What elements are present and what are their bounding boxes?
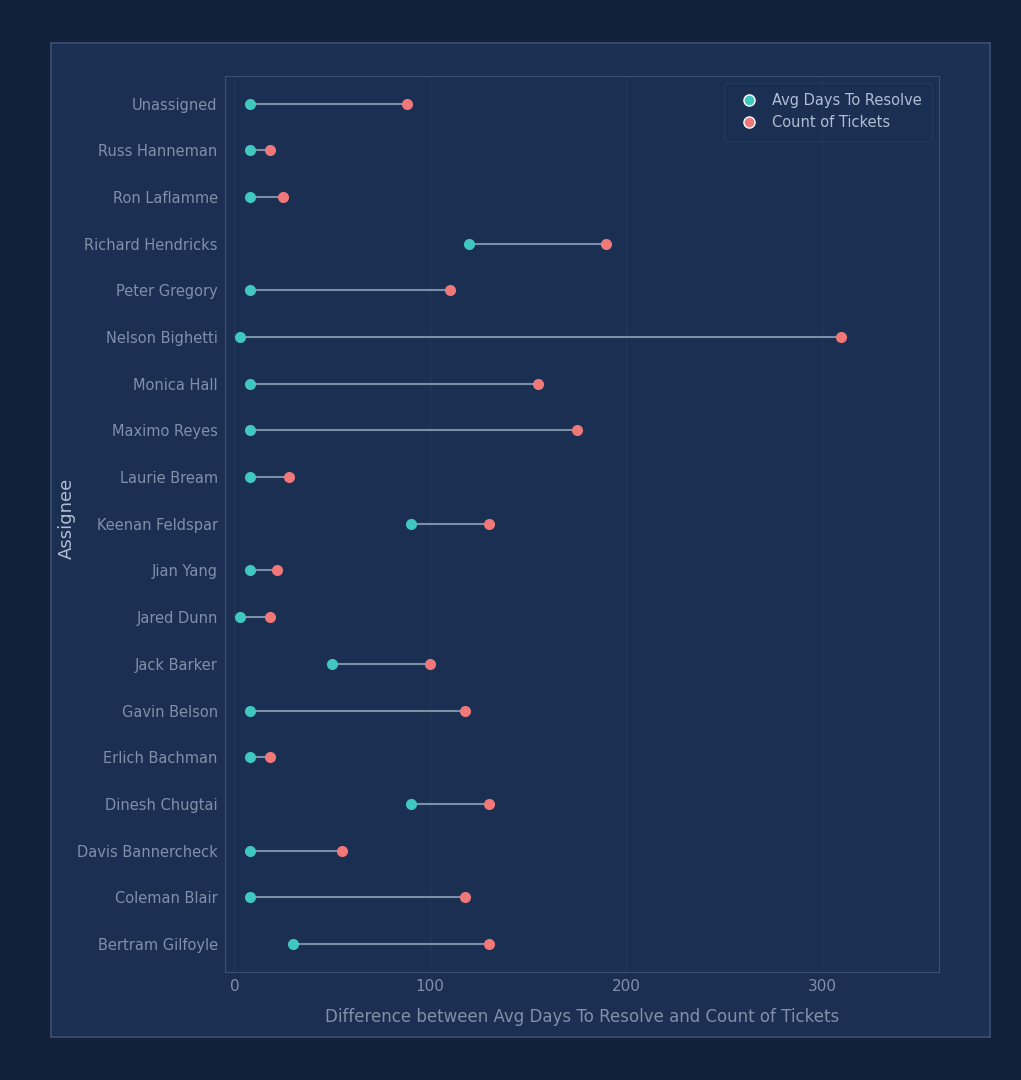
X-axis label: Difference between Avg Days To Resolve and Count of Tickets: Difference between Avg Days To Resolve a… (325, 1008, 839, 1026)
Point (598, 235, 615, 253)
Point (281, 469, 297, 486)
Point (481, 795, 497, 812)
Point (242, 889, 258, 906)
Point (402, 515, 419, 532)
Point (402, 795, 419, 812)
Point (461, 235, 478, 253)
Point (530, 375, 546, 392)
Point (261, 748, 278, 766)
Point (833, 328, 849, 346)
Point (481, 515, 497, 532)
Point (285, 935, 301, 953)
Point (270, 562, 286, 579)
Legend: Avg Days To Resolve, Count of Tickets: Avg Days To Resolve, Count of Tickets (724, 83, 932, 140)
Point (569, 422, 585, 440)
Point (232, 328, 248, 346)
Point (242, 95, 258, 112)
Point (276, 188, 292, 205)
Point (242, 748, 258, 766)
Point (422, 656, 438, 673)
Point (242, 141, 258, 159)
Point (232, 608, 248, 625)
Point (261, 608, 278, 625)
Point (324, 656, 340, 673)
Point (442, 282, 458, 299)
Point (242, 422, 258, 440)
Point (261, 141, 278, 159)
Point (242, 282, 258, 299)
Point (242, 562, 258, 579)
Point (334, 842, 350, 860)
Point (242, 375, 258, 392)
Point (457, 889, 474, 906)
Point (242, 188, 258, 205)
Point (242, 842, 258, 860)
Point (398, 95, 415, 112)
Point (242, 469, 258, 486)
Point (242, 702, 258, 719)
Text: Assignee: Assignee (57, 477, 76, 559)
Point (457, 702, 474, 719)
Point (481, 935, 497, 953)
